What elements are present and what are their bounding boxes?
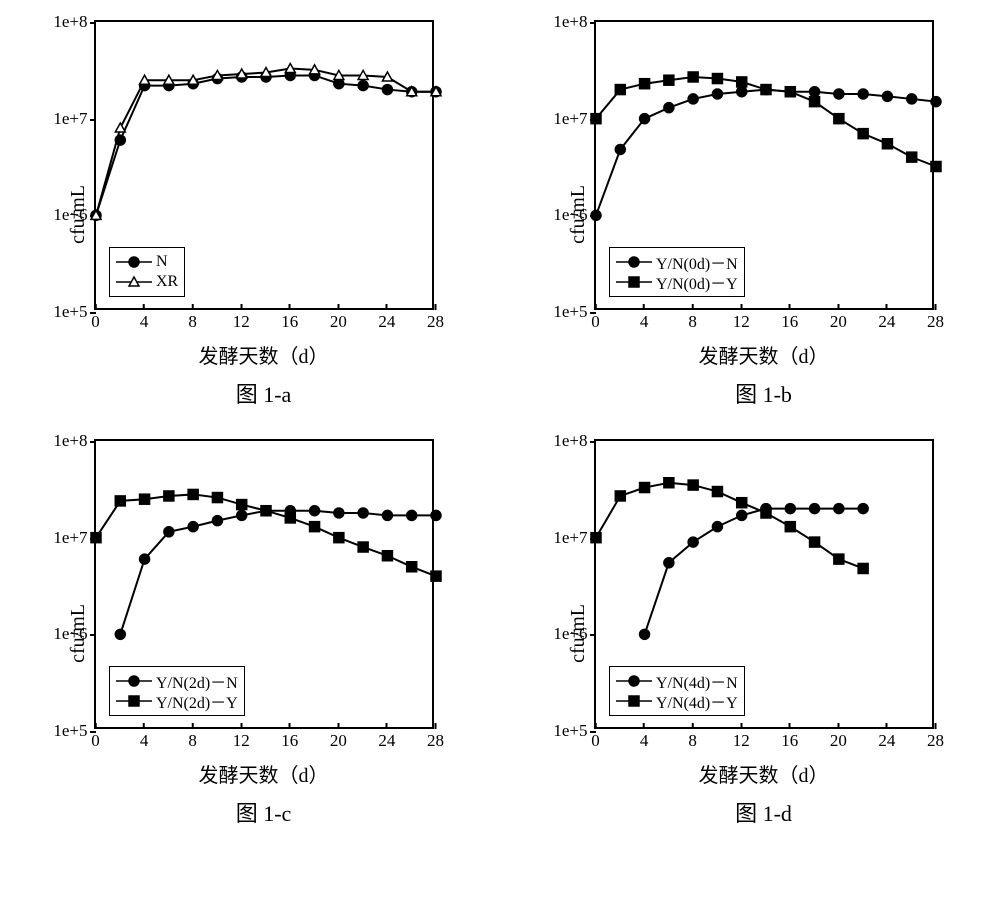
x-tick-label: 4 (140, 731, 149, 751)
x-ticks: 0481216202428 (596, 312, 932, 334)
legend-swatch (116, 275, 152, 289)
x-ticks: 0481216202428 (96, 731, 432, 753)
legend-label: XR (156, 273, 178, 291)
x-tick-label: 24 (378, 312, 395, 332)
x-tick-label: 28 (427, 731, 444, 751)
x-tick-label: 4 (640, 731, 649, 751)
panel-caption: 图 1-b (735, 377, 792, 409)
x-tick-label: 4 (140, 312, 149, 332)
x-tick-label: 8 (188, 312, 197, 332)
x-ticks: 0481216202428 (596, 731, 932, 753)
legend-row: XR (116, 272, 178, 292)
x-tick-label: 20 (830, 312, 847, 332)
legend-swatch (616, 674, 652, 688)
x-tick-label: 24 (378, 731, 395, 751)
legend-swatch (116, 674, 152, 688)
y-tick-label: 1e+8 (553, 12, 587, 32)
legend-row: N (116, 252, 178, 272)
legend-label: N (156, 253, 168, 271)
x-tick-label: 4 (640, 312, 649, 332)
x-tick-label: 0 (591, 731, 600, 751)
legend-swatch (616, 694, 652, 708)
x-tick-label: 20 (830, 731, 847, 751)
y-ticks: 1e+51e+61e+71e+8 (34, 22, 94, 308)
legend: N XR (109, 247, 185, 297)
y-tick-label: 1e+7 (53, 109, 87, 129)
legend: Y/N(0d)－N Y/N(0d)－Y (609, 247, 745, 297)
y-tick-label: 1e+6 (53, 624, 87, 644)
x-ticks: 0481216202428 (96, 312, 432, 334)
y-tick-label: 1e+7 (553, 528, 587, 548)
legend-label: Y/N(0d)－Y (656, 270, 738, 294)
y-tick-label: 1e+8 (553, 431, 587, 451)
x-tick-label: 16 (781, 312, 798, 332)
y-tick-label: 1e+5 (53, 721, 87, 741)
x-tick-label: 16 (781, 731, 798, 751)
legend-swatch (116, 255, 152, 269)
panel-b: cfu/mL 1e+51e+61e+71e+8 0481216202428 Y/… (520, 20, 980, 409)
y-tick-label: 1e+6 (53, 205, 87, 225)
y-ticks: 1e+51e+61e+71e+8 (534, 22, 594, 308)
chart-grid: cfu/mL 1e+51e+61e+71e+8 0481216202428 N … (20, 20, 980, 828)
x-tick-label: 20 (330, 731, 347, 751)
legend-row: Y/N(2d)－Y (116, 691, 238, 711)
y-ticks: 1e+51e+61e+71e+8 (534, 441, 594, 727)
plot-area: 1e+51e+61e+71e+8 0481216202428 Y/N(2d)－N… (94, 439, 434, 729)
y-tick-label: 1e+6 (553, 205, 587, 225)
x-tick-label: 16 (281, 731, 298, 751)
y-tick-label: 1e+6 (553, 624, 587, 644)
legend: Y/N(2d)－N Y/N(2d)－Y (109, 666, 245, 716)
x-tick-label: 8 (188, 731, 197, 751)
x-tick-label: 8 (688, 312, 697, 332)
y-tick-label: 1e+7 (553, 109, 587, 129)
panel-caption: 图 1-a (236, 377, 292, 409)
legend-row: Y/N(0d)－N (616, 252, 738, 272)
x-axis-label: 发酵天数（d） (199, 759, 329, 788)
y-ticks: 1e+51e+61e+71e+8 (34, 441, 94, 727)
x-tick-label: 20 (330, 312, 347, 332)
x-tick-label: 24 (878, 312, 895, 332)
y-tick-label: 1e+5 (53, 302, 87, 322)
x-tick-label: 12 (233, 312, 250, 332)
x-tick-label: 12 (233, 731, 250, 751)
plot-area: 1e+51e+61e+71e+8 0481216202428 Y/N(0d)－N… (594, 20, 934, 310)
panel-d: cfu/mL 1e+51e+61e+71e+8 0481216202428 Y/… (520, 439, 980, 828)
x-tick-label: 12 (733, 312, 750, 332)
x-tick-label: 16 (281, 312, 298, 332)
panel-caption: 图 1-c (236, 796, 292, 828)
x-tick-label: 0 (91, 731, 100, 751)
x-axis-label: 发酵天数（d） (699, 340, 829, 369)
y-tick-label: 1e+8 (53, 431, 87, 451)
legend-swatch (116, 694, 152, 708)
legend-row: Y/N(4d)－Y (616, 691, 738, 711)
y-tick-label: 1e+5 (553, 302, 587, 322)
legend-swatch (616, 255, 652, 269)
legend-swatch (616, 275, 652, 289)
x-tick-label: 8 (688, 731, 697, 751)
x-tick-label: 0 (91, 312, 100, 332)
panel-a: cfu/mL 1e+51e+61e+71e+8 0481216202428 N … (20, 20, 480, 409)
legend-label: Y/N(2d)－Y (156, 689, 238, 713)
legend-row: Y/N(4d)－N (616, 671, 738, 691)
panel-c: cfu/mL 1e+51e+61e+71e+8 0481216202428 Y/… (20, 439, 480, 828)
x-tick-label: 24 (878, 731, 895, 751)
legend-row: Y/N(0d)－Y (616, 272, 738, 292)
plot-area: 1e+51e+61e+71e+8 0481216202428 Y/N(4d)－N… (594, 439, 934, 729)
legend-label: Y/N(4d)－Y (656, 689, 738, 713)
x-axis-label: 发酵天数（d） (199, 340, 329, 369)
plot-area: 1e+51e+61e+71e+8 0481216202428 N XR (94, 20, 434, 310)
panel-caption: 图 1-d (735, 796, 792, 828)
y-tick-label: 1e+8 (53, 12, 87, 32)
x-tick-label: 28 (927, 312, 944, 332)
legend-row: Y/N(2d)－N (116, 671, 238, 691)
legend: Y/N(4d)－N Y/N(4d)－Y (609, 666, 745, 716)
x-tick-label: 28 (927, 731, 944, 751)
x-tick-label: 0 (591, 312, 600, 332)
x-tick-label: 28 (427, 312, 444, 332)
x-tick-label: 12 (733, 731, 750, 751)
y-tick-label: 1e+7 (53, 528, 87, 548)
x-axis-label: 发酵天数（d） (699, 759, 829, 788)
y-tick-label: 1e+5 (553, 721, 587, 741)
